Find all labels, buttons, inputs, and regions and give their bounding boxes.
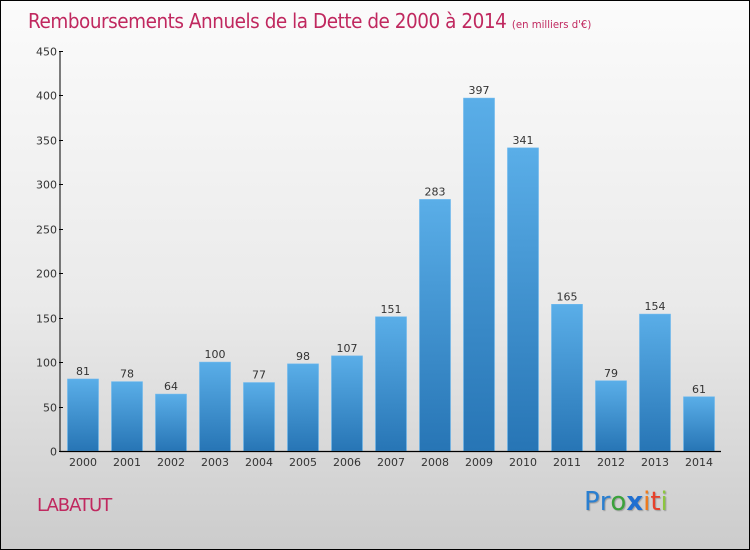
logo-letter: r <box>599 487 611 517</box>
x-tick-label: 2008 <box>421 456 449 469</box>
axes-group: 0 50 100 150 200 250 300 350 400 450 2000 2001 2002 2… <box>36 46 721 469</box>
y-tick-label: 400 <box>36 90 57 103</box>
bar-2003[interactable] <box>199 361 231 452</box>
x-tick-label: 2010 <box>509 456 537 469</box>
value-label: 283 <box>425 185 446 198</box>
y-tick-label: 100 <box>36 357 57 370</box>
value-label: 154 <box>645 300 666 313</box>
value-label: 61 <box>692 383 706 396</box>
logo-letter: i <box>643 487 651 517</box>
bar-2011[interactable] <box>551 304 583 452</box>
logo-letter: t <box>650 487 661 517</box>
y-tick-label: 450 <box>36 46 57 59</box>
title-text: Remboursements Annuels de la Dette de 20… <box>28 9 507 33</box>
y-tick-label: 200 <box>36 268 57 281</box>
y-tick-label: 350 <box>36 135 57 148</box>
value-label: 341 <box>513 134 534 147</box>
y-tick-label: 250 <box>36 224 57 237</box>
x-tick-label: 2014 <box>685 456 713 469</box>
y-tick-label: 50 <box>43 402 57 415</box>
x-tick-label: 2013 <box>641 456 669 469</box>
y-tick-label: 0 <box>50 446 57 459</box>
bar-2008[interactable] <box>419 199 451 452</box>
value-label: 77 <box>252 369 266 382</box>
x-tick-label: 2001 <box>113 456 141 469</box>
bar-2002[interactable] <box>155 393 187 452</box>
bar-2000[interactable] <box>67 378 99 452</box>
x-tick-label: 2009 <box>465 456 493 469</box>
bar-2014[interactable] <box>683 396 715 452</box>
logo-letter: o <box>610 487 627 517</box>
y-tick-label: 300 <box>36 179 57 192</box>
x-tick-label: 2003 <box>201 456 229 469</box>
x-tick-label: 2007 <box>377 456 405 469</box>
logo-letter: i <box>660 487 668 517</box>
y-tick-label: 150 <box>36 313 57 326</box>
value-label: 78 <box>120 368 134 381</box>
bars-group: 81 78 64 100 77 98 107 151 283 397 341 165 79 154 61 <box>67 84 715 452</box>
value-label: 165 <box>557 290 578 303</box>
logo-letter: P <box>584 487 600 517</box>
bar-2001[interactable] <box>111 381 143 452</box>
bar-2006[interactable] <box>331 355 363 452</box>
proxiti-logo[interactable]: Proxiti <box>584 487 668 517</box>
bar-2012[interactable] <box>595 380 627 452</box>
x-tick-label: 2004 <box>245 456 273 469</box>
value-label: 107 <box>337 342 358 355</box>
bar-2005[interactable] <box>287 363 319 452</box>
title-unit: (en milliers d'€) <box>511 18 592 31</box>
value-label: 151 <box>381 303 402 316</box>
value-label: 397 <box>469 84 490 97</box>
value-label: 64 <box>164 380 178 393</box>
bar-2010[interactable] <box>507 147 539 452</box>
bar-2004[interactable] <box>243 382 275 452</box>
bar-2009[interactable] <box>463 97 495 452</box>
x-tick-label: 2000 <box>69 456 97 469</box>
x-tick-label: 2012 <box>597 456 625 469</box>
bar-2007[interactable] <box>375 316 407 452</box>
value-label: 81 <box>76 365 90 378</box>
x-tick-label: 2002 <box>157 456 185 469</box>
logo-letter: x <box>626 487 644 517</box>
value-label: 79 <box>604 367 618 380</box>
value-label: 100 <box>205 348 226 361</box>
x-tick-label: 2011 <box>553 456 581 469</box>
x-tick-label: 2005 <box>289 456 317 469</box>
x-tick-label: 2006 <box>333 456 361 469</box>
commune-name: LABATUT <box>37 495 112 516</box>
value-label: 98 <box>296 350 310 363</box>
chart-title: Remboursements Annuels de la Dette de 20… <box>28 9 591 33</box>
bar-2013[interactable] <box>639 313 671 452</box>
